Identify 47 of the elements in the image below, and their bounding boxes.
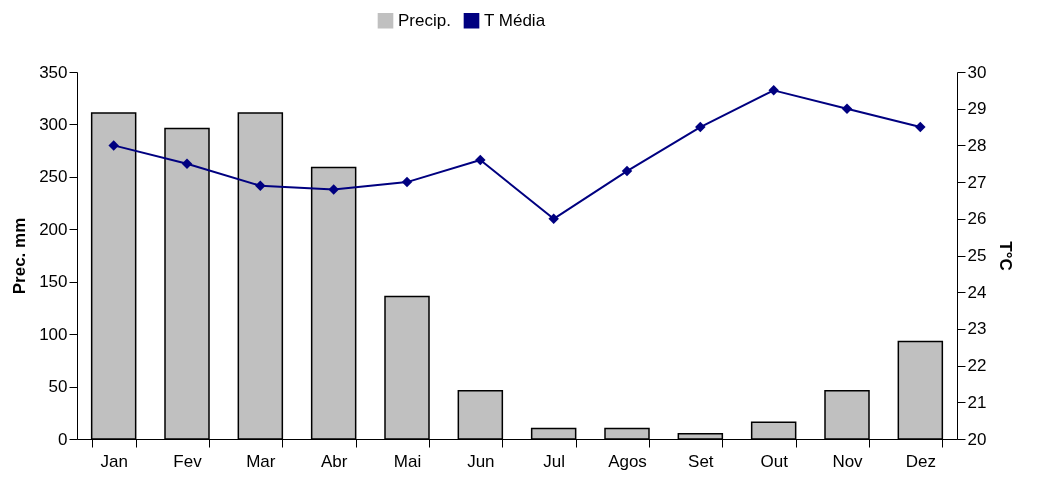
x-tick-label: Nov bbox=[832, 451, 864, 471]
x-tick-label: Agos bbox=[608, 451, 647, 471]
legend-label: T Média bbox=[484, 10, 546, 30]
point bbox=[475, 154, 486, 166]
y-tick-label: 50 bbox=[48, 377, 68, 397]
x-tick-label: Fev bbox=[173, 451, 203, 471]
y2-tick-label: 29 bbox=[967, 99, 987, 119]
point bbox=[841, 103, 853, 114]
point bbox=[255, 180, 266, 192]
y2-tick-label: 26 bbox=[967, 209, 987, 229]
x-tick-label: Jun bbox=[467, 451, 495, 471]
y2-tick-label: 24 bbox=[967, 282, 987, 302]
y-tick-label: 150 bbox=[39, 272, 68, 292]
point bbox=[768, 85, 779, 96]
y2-tick-label: 20 bbox=[967, 429, 987, 449]
x-tick-label: Mai bbox=[393, 451, 422, 471]
y-tick-label: 0 bbox=[58, 429, 68, 449]
point bbox=[621, 165, 633, 177]
x-tick-label: Dez bbox=[905, 451, 936, 471]
point bbox=[695, 121, 706, 133]
x-tick-label: Set bbox=[688, 451, 714, 471]
y2-axis-title: T°C bbox=[996, 241, 1016, 271]
x-tick-label: Abr bbox=[320, 451, 348, 471]
point bbox=[108, 140, 119, 151]
point bbox=[401, 176, 413, 188]
y-tick-label: 100 bbox=[39, 324, 68, 344]
y-tick-label: 200 bbox=[39, 219, 68, 239]
x-tick-label: Mar bbox=[246, 451, 276, 471]
point bbox=[548, 213, 559, 225]
y2-tick-label: 27 bbox=[967, 172, 987, 192]
x-tick-label: Out bbox=[760, 451, 789, 471]
legend-label: Precip. bbox=[398, 10, 451, 30]
y2-tick-label: 30 bbox=[967, 62, 987, 82]
point bbox=[915, 121, 926, 133]
y2-tick-label: 28 bbox=[967, 135, 987, 155]
y2-tick-label: 22 bbox=[967, 356, 987, 376]
y2-tick-label: 21 bbox=[967, 392, 987, 412]
point bbox=[181, 158, 193, 169]
x-tick-label: Jan bbox=[100, 451, 128, 471]
y-axis-title: Prec. mm bbox=[10, 217, 30, 295]
point bbox=[328, 184, 339, 195]
y2-tick-label: 25 bbox=[967, 246, 987, 265]
y-tick-label: 250 bbox=[39, 167, 68, 187]
x-tick-label: Jul bbox=[543, 451, 566, 471]
y-tick-label: 300 bbox=[39, 114, 68, 134]
y2-tick-label: 23 bbox=[967, 319, 987, 339]
y-tick-label: 350 bbox=[39, 62, 68, 82]
